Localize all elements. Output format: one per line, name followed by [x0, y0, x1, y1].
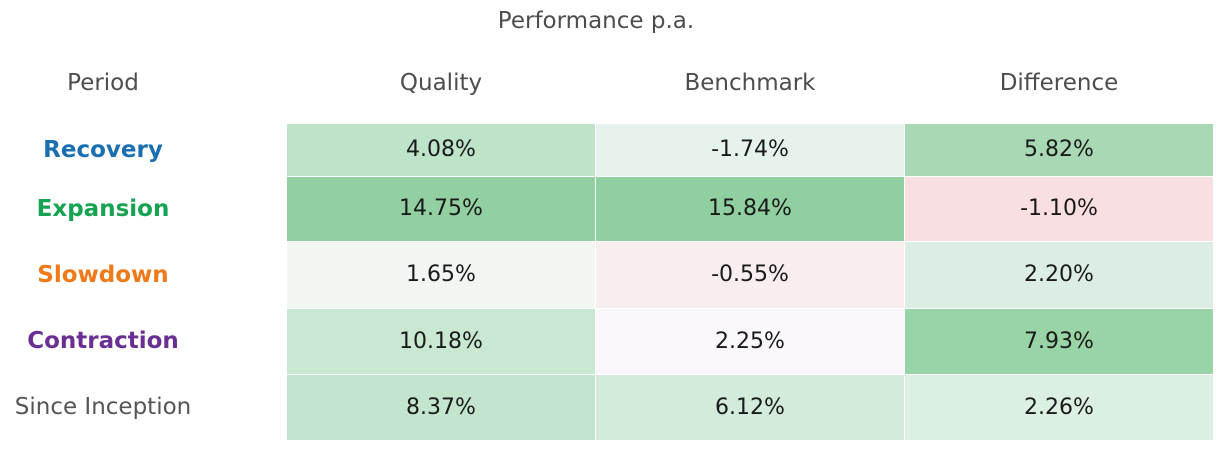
table-row: Since Inception 8.37% 6.12% 2.26% [0, 375, 1222, 440]
cell-difference: 2.20% [905, 242, 1213, 308]
cell-quality: 14.75% [287, 177, 595, 241]
cell-quality: 8.37% [287, 375, 595, 440]
row-label-recovery: Recovery [43, 137, 163, 163]
cell-benchmark: 6.12% [596, 375, 904, 440]
table-row: Recovery 4.08% -1.74% 5.82% [0, 124, 1222, 176]
cell-benchmark: 2.25% [596, 309, 904, 374]
cell-quality: 10.18% [287, 309, 595, 374]
cell-benchmark: 15.84% [596, 177, 904, 241]
cell-difference: 7.93% [905, 309, 1213, 374]
cell-benchmark: -0.55% [596, 242, 904, 308]
row-label-since-inception: Since Inception [14, 394, 192, 420]
table-row: Contraction 10.18% 2.25% 7.93% [0, 309, 1222, 374]
cell-difference: 5.82% [905, 124, 1213, 176]
row-label-expansion: Expansion [36, 196, 170, 222]
table-title: Performance p.a. [497, 8, 695, 34]
table-row: Slowdown 1.65% -0.55% 2.20% [0, 242, 1222, 308]
cell-quality: 4.08% [287, 124, 595, 176]
cell-difference: 2.26% [905, 375, 1213, 440]
cell-quality: 1.65% [287, 242, 595, 308]
cell-benchmark: -1.74% [596, 124, 904, 176]
column-header-period: Period [67, 70, 139, 96]
column-header-quality: Quality [399, 70, 483, 96]
table-row: Expansion 14.75% 15.84% -1.10% [0, 177, 1222, 241]
cell-difference: -1.10% [905, 177, 1213, 241]
row-label-slowdown: Slowdown [37, 262, 169, 288]
row-label-contraction: Contraction [27, 328, 179, 354]
column-header-benchmark: Benchmark [684, 70, 816, 96]
column-header-difference: Difference [999, 70, 1119, 96]
